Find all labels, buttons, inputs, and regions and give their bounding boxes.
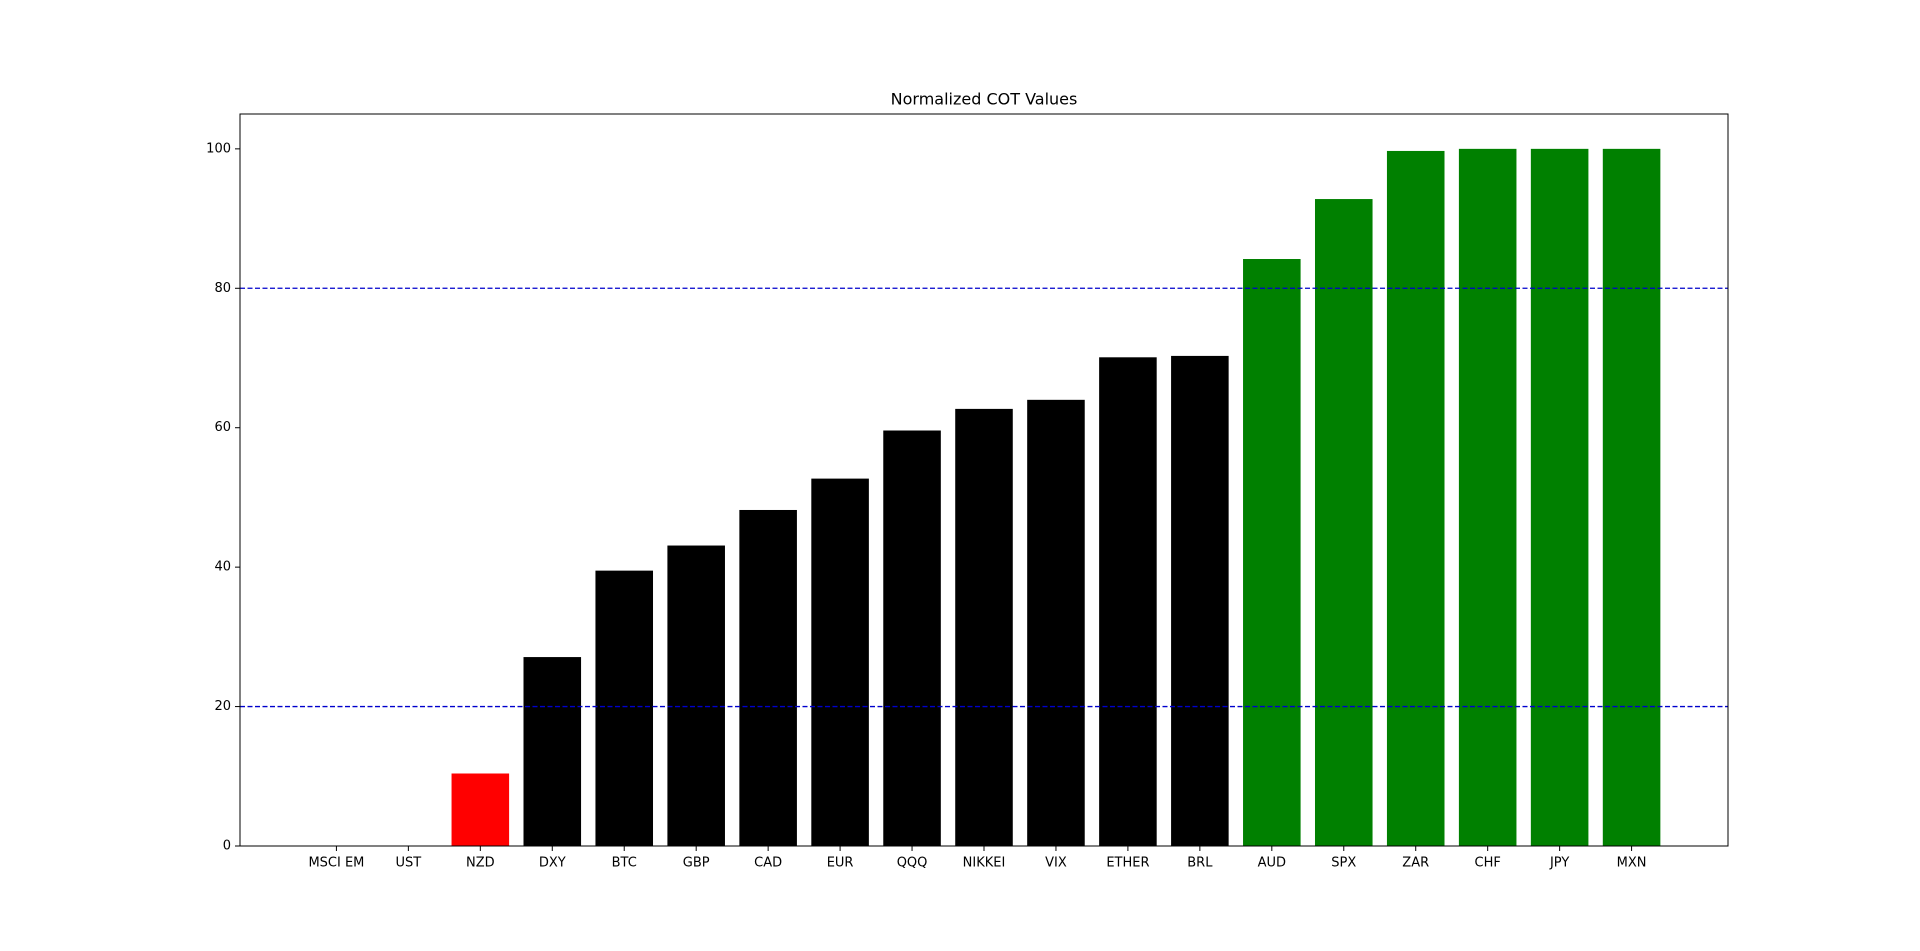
bar bbox=[1099, 357, 1157, 846]
bar bbox=[739, 509, 797, 846]
y-tick-label: 80 bbox=[214, 281, 231, 296]
bar bbox=[595, 570, 654, 846]
x-tick-label: ZAR bbox=[1402, 856, 1429, 871]
y-tick-label: 100 bbox=[206, 141, 231, 156]
x-tick-label: ETHER bbox=[1106, 856, 1149, 871]
y-tick-label: 60 bbox=[214, 420, 231, 435]
y-tick-label: 20 bbox=[214, 699, 231, 714]
x-tick-label: DXY bbox=[539, 856, 566, 871]
bar bbox=[523, 657, 582, 846]
bar bbox=[667, 545, 725, 846]
bar bbox=[1314, 199, 1373, 847]
x-tick-label: UST bbox=[396, 856, 422, 871]
bar bbox=[883, 430, 941, 846]
x-tick-label: GBP bbox=[683, 856, 710, 871]
bar bbox=[1602, 148, 1661, 846]
bar bbox=[1027, 399, 1085, 846]
y-tick-label: 40 bbox=[214, 560, 231, 575]
x-tick-label: MXN bbox=[1617, 856, 1647, 871]
bar bbox=[811, 478, 869, 846]
y-tick-label: 0 bbox=[223, 839, 231, 854]
x-tick-label: NZD bbox=[466, 856, 495, 871]
chart-title: Normalized COT Values bbox=[891, 90, 1078, 109]
bar bbox=[1530, 148, 1589, 846]
x-tick-label: AUD bbox=[1258, 856, 1286, 871]
x-tick-label: JPY bbox=[1549, 856, 1569, 871]
x-tick-label: NIKKEI bbox=[963, 856, 1006, 871]
plot-frame bbox=[239, 113, 1729, 847]
x-tick-label: QQQ bbox=[897, 856, 928, 871]
x-tick-label: VIX bbox=[1045, 856, 1067, 871]
bar bbox=[1243, 259, 1301, 846]
bar bbox=[1171, 355, 1229, 846]
x-tick-label: CAD bbox=[754, 856, 782, 871]
bar bbox=[955, 408, 1013, 846]
bar bbox=[1386, 150, 1445, 846]
bar bbox=[451, 773, 510, 846]
x-tick-label: SPX bbox=[1331, 856, 1356, 871]
x-tick-label: CHF bbox=[1475, 856, 1501, 871]
bar bbox=[1458, 148, 1517, 846]
x-tick-label: BTC bbox=[612, 856, 637, 871]
x-tick-label: BRL bbox=[1187, 856, 1213, 871]
x-tick-label: EUR bbox=[827, 856, 854, 871]
x-tick-label: MSCI EM bbox=[308, 856, 364, 871]
